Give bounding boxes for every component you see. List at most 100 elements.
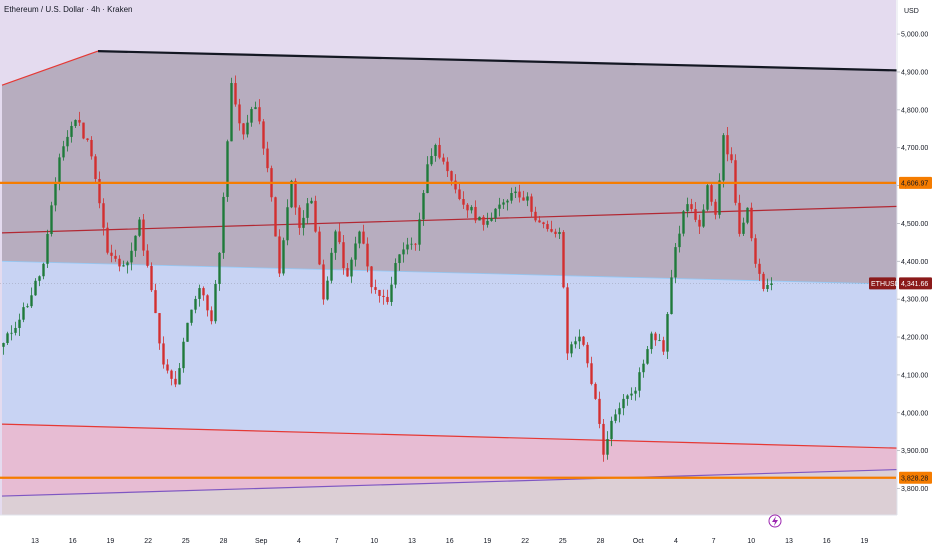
candle	[510, 187, 513, 204]
candle-body	[226, 141, 229, 197]
candle	[290, 179, 293, 209]
candle-body	[538, 220, 541, 223]
candle-body	[18, 319, 21, 328]
candle-body	[234, 83, 237, 105]
candle-body	[478, 216, 481, 221]
candle-body	[146, 250, 149, 266]
candle	[578, 329, 581, 350]
candle-body	[330, 252, 333, 281]
candle-body	[218, 252, 221, 284]
candle-body	[338, 231, 341, 243]
candle-body	[714, 201, 717, 215]
candle-body	[518, 191, 521, 198]
candle	[534, 206, 537, 223]
candle-body	[442, 157, 445, 162]
candle	[310, 197, 313, 204]
candle-body	[302, 217, 305, 228]
candle-body	[610, 420, 613, 440]
candle	[194, 295, 197, 314]
candle	[358, 230, 361, 249]
candle	[582, 335, 585, 347]
candle-body	[106, 227, 109, 253]
candle-body	[622, 398, 625, 409]
candle	[258, 99, 261, 125]
candle-body	[402, 249, 405, 255]
candle	[758, 258, 761, 282]
candle-body	[58, 157, 61, 183]
candle-body	[74, 119, 77, 126]
candle-body	[406, 244, 409, 250]
candle	[250, 106, 253, 127]
price-axis[interactable]: 3,800.00 3,900.00 4,000.00 4,100.00 4,200.00…	[896, 0, 932, 550]
chart-title: Ethereum / U.S. Dollar · 4h · Kraken	[4, 5, 133, 14]
candle	[118, 255, 121, 272]
candle	[434, 143, 437, 162]
candle-body	[306, 203, 309, 218]
time-axis[interactable]: 13 16 19 22 25 28 Sep 4 7 10 13 16 19 22 25 28 Oct 4 7 10 13…	[0, 514, 897, 550]
candle-body	[634, 390, 637, 394]
candle	[178, 363, 181, 385]
candle-body	[618, 408, 621, 415]
candle-body	[118, 258, 121, 267]
candle-body	[506, 200, 509, 203]
candle-body	[318, 231, 321, 265]
candle-body	[754, 238, 757, 264]
candle-body	[190, 309, 193, 323]
candle-body	[198, 288, 201, 299]
price-axis-background	[897, 0, 932, 550]
candle	[390, 276, 393, 306]
upper-channel-lead-in	[1, 50, 99, 86]
candle	[430, 148, 433, 167]
time-tick-label: 16	[823, 538, 831, 545]
candle	[190, 309, 193, 326]
candle	[66, 130, 69, 152]
price-tick-label: 4,000.00	[901, 410, 928, 417]
time-tick-label: Sep	[255, 538, 268, 545]
candle	[402, 242, 405, 263]
candle	[154, 283, 157, 314]
candle	[182, 337, 185, 373]
candle-body	[722, 135, 725, 181]
candle-body	[54, 182, 57, 206]
candle	[606, 431, 609, 460]
candle-body	[22, 307, 25, 320]
price-tick-label: 4,500.00	[901, 221, 928, 228]
candle	[46, 229, 49, 269]
time-tick-label: 25	[182, 538, 190, 545]
candle-body	[194, 298, 197, 310]
candle	[438, 137, 441, 160]
candle	[498, 197, 501, 217]
candle	[742, 217, 745, 236]
candle	[374, 279, 377, 294]
candle-body	[698, 219, 701, 227]
candle	[602, 419, 605, 462]
candle-body	[210, 310, 213, 322]
candle	[170, 369, 173, 386]
candle	[42, 262, 45, 280]
candle-body	[186, 322, 189, 342]
candle-body	[686, 204, 689, 212]
candle-body	[94, 156, 97, 179]
candle-body	[50, 205, 53, 234]
zone-blue	[2, 261, 932, 450]
lightning-icon[interactable]	[768, 514, 782, 528]
candle	[478, 216, 481, 221]
candle	[218, 251, 221, 291]
candle	[750, 202, 753, 242]
candle-body	[446, 161, 449, 172]
candle-body	[250, 109, 253, 123]
price-tick-label: 4,200.00	[901, 335, 928, 342]
candle	[626, 394, 629, 406]
candle	[50, 201, 53, 237]
candle-body	[278, 236, 281, 274]
candle	[206, 294, 209, 317]
time-tick-label: 19	[107, 538, 115, 545]
candle	[506, 199, 509, 211]
candle-body	[142, 219, 145, 251]
time-tick-label: 4	[297, 538, 301, 545]
candle	[126, 260, 129, 274]
candle-body	[658, 340, 661, 341]
candle	[6, 331, 9, 346]
